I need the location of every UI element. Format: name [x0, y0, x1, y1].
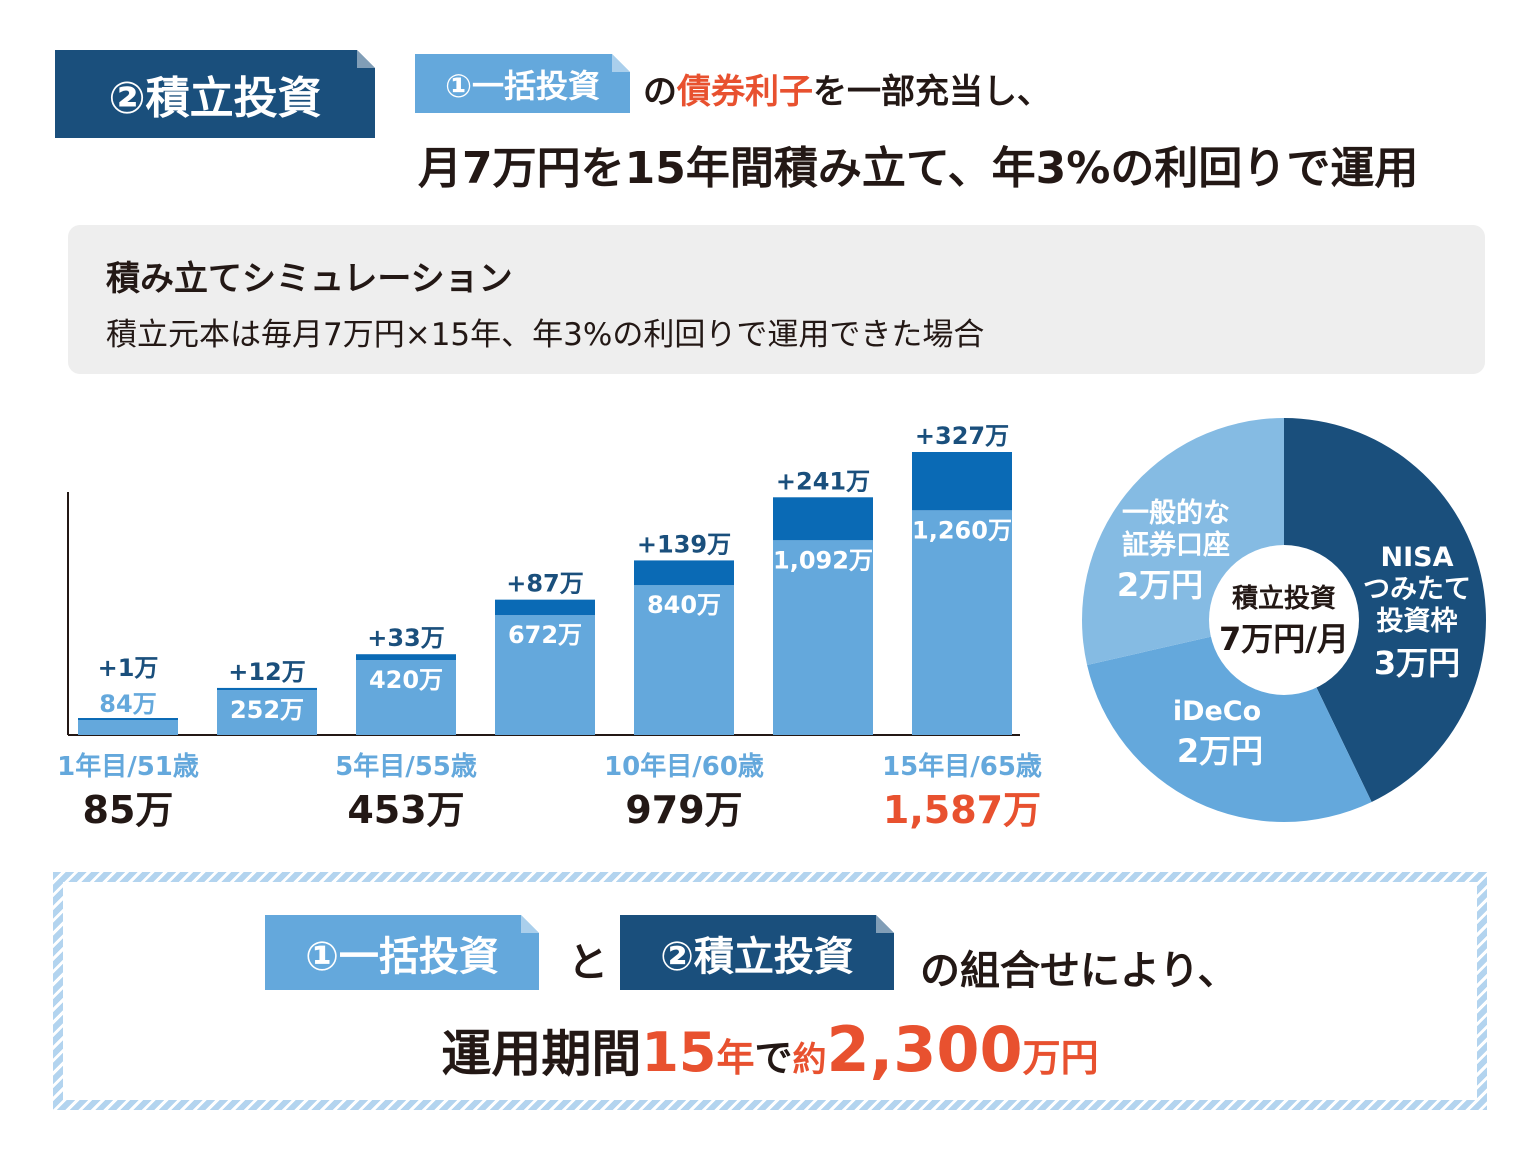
bar-chart: 84万 +1万 1年目/51歳 85万 252万 +12万 420万 +33万 5年目/55歳 4… [57, 422, 1042, 832]
header-line2: 月7万円を15年間積み立て、年3%の利回りで運用 [418, 143, 1419, 194]
summary-and: と [568, 940, 608, 986]
total-label: 979万 [625, 788, 742, 832]
category-label: 15年目/65歳 [882, 751, 1042, 782]
principal-label: 420万 [369, 666, 443, 694]
simulation-box: 積み立てシミュレーション 積立元本は毎月7万円×15年、年3%の利回りで運用でき… [68, 225, 1485, 374]
bar-principal [356, 660, 456, 735]
bar-principal [773, 540, 873, 735]
pie-label-general-1: 一般的な [1122, 497, 1230, 529]
bar-gain [356, 654, 456, 661]
pie-center [1209, 545, 1359, 695]
gain-label: +12万 [228, 658, 306, 686]
gain-label: +327万 [915, 422, 1009, 450]
simulation-title: 積み立てシミュレーション [106, 259, 513, 299]
summary-approx: 約 [792, 1040, 827, 1080]
summary-amount-unit: 万円 [1022, 1036, 1099, 1080]
summary-tag-ikkatsu: ①一括投資 [265, 915, 539, 990]
total-label: 1,587万 [883, 788, 1041, 832]
pie-center-label: 積立投資 [1232, 583, 1336, 614]
bar-gain [217, 687, 317, 691]
principal-label: 84万 [99, 690, 156, 718]
bar-principal [634, 585, 734, 735]
header-line1-pre: の [643, 72, 677, 112]
summary-tag-tsumitate: ②積立投資 [620, 915, 894, 990]
header-highlight: 債券利子 [677, 72, 813, 112]
pie-label-nisa-2: つみたて [1363, 574, 1471, 605]
bar-gain [912, 452, 1012, 511]
total-label: 453万 [347, 788, 464, 832]
pie-label-nisa-3: 投資枠 [1377, 606, 1458, 637]
principal-label: 672万 [508, 621, 582, 649]
bar-principal [495, 615, 595, 735]
gain-label: +33万 [367, 624, 445, 652]
pie-slice [1284, 418, 1486, 802]
tag-ikkatsu: ①一括投資 [415, 54, 630, 113]
category-label: 5年目/55歳 [335, 751, 477, 782]
summary-line1: の組合せにより、 [920, 948, 1238, 994]
tag-tsumitate: ②積立投資 [55, 50, 375, 138]
pie-label-ideco: iDeCo [1173, 696, 1261, 727]
bar-gain [78, 718, 178, 721]
summary-line2: 運用期間15年で約2,300万円 [63, 1010, 1477, 1106]
bar-principal [217, 690, 317, 735]
principal-label: 252万 [230, 696, 304, 724]
header-line1-post: を一部充当し、 [813, 72, 1051, 112]
bar-principal [78, 720, 178, 735]
summary-year-unit: 年 [716, 1036, 755, 1080]
gain-label: +241万 [776, 467, 870, 495]
summary-de: で [754, 1036, 793, 1080]
principal-label: 840万 [647, 591, 721, 619]
summary-box: ①一括投資 と ②積立投資 の組合せにより、 運用期間15年で約2,300万円 [53, 872, 1487, 1110]
principal-label: 1,092万 [773, 546, 873, 574]
summary-years: 15 [641, 1021, 717, 1084]
gain-label: +1万 [98, 654, 159, 682]
principal-label: 1,260万 [912, 516, 1012, 544]
summary-period-label: 運用期間 [441, 1025, 642, 1083]
bar-principal [912, 510, 1012, 735]
pie-value-nisa: 3万円 [1374, 644, 1460, 682]
bar-gain [634, 560, 734, 586]
simulation-subtitle: 積立元本は毎月7万円×15年、年3%の利回りで運用できた場合 [106, 317, 985, 353]
total-label: 85万 [83, 788, 174, 832]
pie-label-general-2: 証券口座 [1122, 529, 1230, 561]
pie-label-nisa-1: NISA [1381, 542, 1454, 573]
pie-chart: 積立投資 7万円/月 NISA つみたて 投資枠 3万円 iDeCo 2万円 一… [1082, 418, 1486, 822]
bar-gain [773, 497, 873, 541]
pie-value-general: 2万円 [1117, 566, 1203, 604]
summary-amount: 2,300 [826, 1013, 1023, 1086]
pie-value-ideco: 2万円 [1177, 732, 1263, 770]
gain-label: +139万 [637, 530, 731, 558]
pie-center-value: 7万円/月 [1219, 620, 1349, 658]
bar-gain [495, 599, 595, 616]
header-line1: の債券利子を一部充当し、 [643, 64, 1051, 113]
category-label: 1年目/51歳 [57, 751, 199, 782]
category-label: 10年目/60歳 [604, 751, 764, 782]
gain-label: +87万 [506, 570, 584, 598]
